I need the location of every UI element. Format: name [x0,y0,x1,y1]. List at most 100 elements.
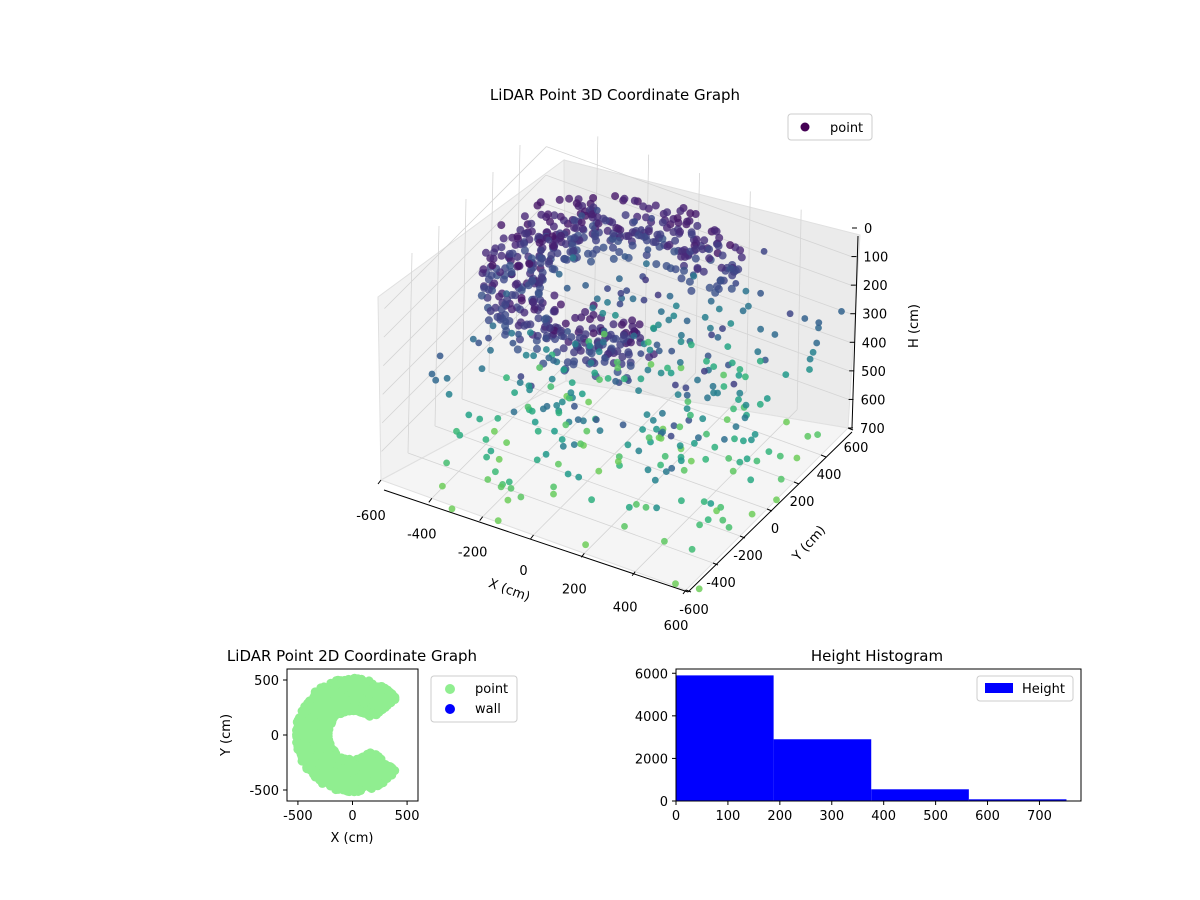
data-point-3d [545,354,553,362]
data-point-3d [619,331,628,340]
data-point-3d [550,490,557,498]
data-point-3d [443,374,451,382]
data-point-3d [670,422,678,430]
data-point-3d [687,341,695,349]
data-point-3d [484,476,492,483]
legend-3d-box [787,113,873,141]
data-point-3d [508,329,516,337]
data-point-3d [550,307,559,316]
y-tick-3d [766,508,773,512]
data-point-3d [725,524,733,531]
data-point-3d [690,272,698,280]
data-point-3d [497,483,505,491]
data-point-3d [529,298,538,306]
chart-3d-title: LiDAR Point 3D Coordinate Graph [490,86,740,104]
data-point-3d [505,478,513,486]
data-point-3d [487,271,496,280]
data-point-3d [486,307,495,315]
data-point-3d [561,319,570,328]
data-point-3d [565,194,574,203]
y-axis-label: Y (cm) [789,523,829,565]
data-point-3d [565,394,573,402]
data-point-3d [535,238,544,247]
data-point-3d [507,268,516,276]
data-point-3d [506,261,515,270]
data-point-3d [494,415,502,422]
data-point-2d [340,706,350,716]
data-point-3d [757,325,764,333]
data-point-2d [383,700,393,710]
data-point-3d [680,466,688,474]
data-point-3d [646,346,654,354]
data-point-3d [453,427,460,435]
data-point-3d [568,379,576,386]
y-tick-label-3d: 400 [817,468,842,483]
x-tick-label-2d: -500 [283,809,313,824]
data-point-3d [515,330,522,338]
data-point-3d [705,283,714,292]
data-point-3d [612,377,619,385]
data-point-3d [671,265,680,274]
data-point-3d [497,221,506,230]
data-point-3d [637,226,645,233]
data-point-3d [604,285,611,292]
data-point-3d [497,243,506,252]
data-point-3d [756,400,764,408]
data-point-3d [711,443,719,451]
data-point-3d [599,214,608,223]
data-point-3d [804,432,812,440]
data-point-3d [542,450,550,458]
data-point-3d [531,418,539,426]
x-tick-label-3d: 0 [519,564,527,579]
data-point-3d [806,355,814,363]
data-point-3d [666,292,674,300]
data-point-3d [520,212,529,221]
data-point-3d [545,236,553,244]
data-point-3d [581,308,590,316]
data-point-3d [728,359,736,367]
data-point-3d [691,439,698,447]
data-point-3d [688,545,696,553]
data-point-3d [742,287,750,295]
legend-2d: point wall [430,675,518,723]
data-point-3d [517,493,525,501]
data-point-3d [708,331,715,339]
data-point-3d [736,366,744,373]
data-point-3d [711,288,720,297]
data-point-3d [659,428,666,436]
data-point-3d [485,334,492,342]
data-point-3d [617,320,626,329]
data-point-3d [659,409,666,417]
data-point-3d [668,347,676,355]
z-axis-label: H (cm) [907,304,922,348]
data-point-3d [721,436,728,443]
z-tick-label-3d: 600 [861,393,886,408]
data-point-2d [297,756,307,766]
data-point-3d [676,359,684,366]
data-point-3d [534,427,542,435]
data-point-3d [707,500,715,507]
data-point-3d [745,302,752,310]
chart-2d: LiDAR Point 2D Coordinate Graph -500 0 500… [219,647,518,846]
data-point-3d [642,236,651,245]
data-point-3d [577,218,586,227]
data-point-3d [612,311,619,319]
data-point-3d [626,361,635,370]
z-tick-label-3d: 700 [860,422,885,437]
data-point-2d [369,697,379,707]
y-tick-3d [685,589,692,593]
data-point-3d [563,284,571,292]
data-point-3d [503,439,510,446]
data-point-2d [373,707,383,717]
x-tick-label-hist: 100 [716,809,741,824]
x-tick-label-3d: 200 [562,582,587,597]
x-tick-3d [580,553,585,558]
data-point-3d [609,254,618,263]
data-point-3d [687,286,696,295]
data-point-3d [630,196,639,205]
data-point-3d [497,305,506,314]
data-point-3d [571,402,578,410]
data-point-3d [621,211,630,220]
data-point-3d [549,222,558,231]
data-point-3d [677,338,685,346]
